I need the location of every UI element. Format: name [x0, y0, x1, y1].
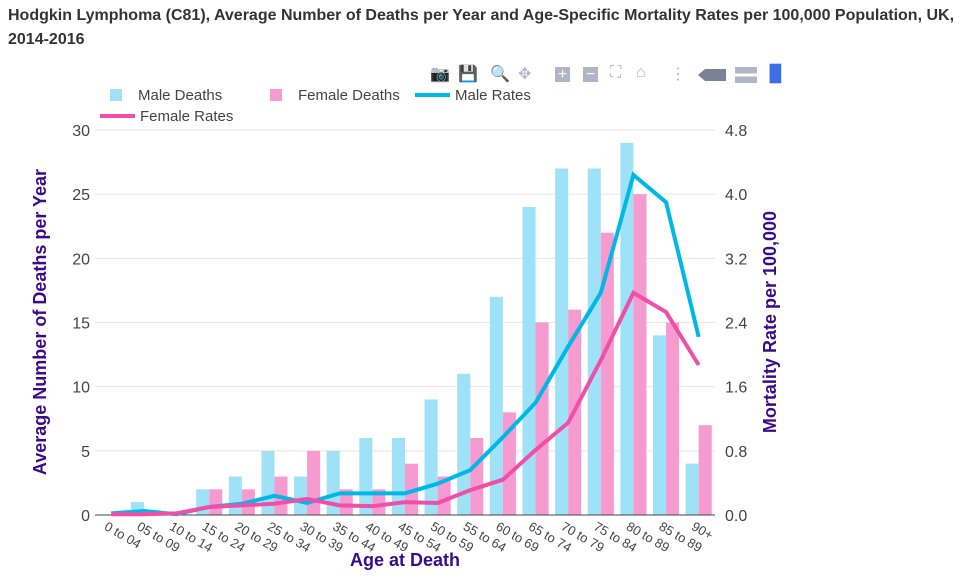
bar-male-deaths: [489, 296, 503, 515]
y-axis-title: Average Number of Deaths per Year: [30, 169, 50, 475]
bar-male-deaths: [620, 142, 634, 516]
modebar: 📷 💾 🔍 ✥ + − ⛶ ⌂ ⋮ ▉: [430, 64, 800, 88]
bar-male-deaths: [391, 438, 405, 515]
plotly-logo-icon[interactable]: ▉: [770, 66, 783, 83]
bar-female-deaths: [209, 489, 223, 515]
y-tick-label: 30: [72, 123, 90, 140]
save-icon[interactable]: 💾: [458, 66, 478, 83]
zoom-out-icon[interactable]: −: [583, 67, 598, 83]
zoom-in-icon[interactable]: +: [555, 67, 570, 83]
y2-tick-label: 4.0: [725, 187, 747, 204]
bar-female-deaths: [600, 232, 614, 515]
hover-compare-icon[interactable]: [735, 67, 757, 83]
legend-female-rates-label: Female Rates: [140, 108, 233, 125]
y-tick-label: 25: [72, 187, 90, 204]
y2-tick-label: 2.4: [725, 316, 747, 333]
bar-male-deaths: [457, 373, 471, 515]
y2-tick-label: 0.8: [725, 444, 747, 461]
x-tick-label: 0 to 04: [102, 519, 144, 552]
bar-male-deaths: [294, 476, 308, 515]
y2-tick-label: 4.8: [725, 123, 747, 140]
legend-male-deaths-label: Male Deaths: [138, 87, 222, 104]
bar-male-deaths: [685, 463, 699, 515]
legend-female-deaths-label: Female Deaths: [298, 87, 400, 104]
y-tick-label: 15: [72, 316, 90, 333]
bar-male-deaths: [587, 168, 601, 515]
y-tick-label: 20: [72, 251, 90, 268]
bar-female-deaths: [339, 489, 353, 515]
y-tick-label: 0: [81, 508, 90, 525]
bar-male-deaths: [555, 168, 569, 515]
y2-tick-label: 0.0: [725, 508, 747, 525]
bar-female-deaths: [633, 194, 647, 515]
autoscale-icon[interactable]: ⛶: [610, 64, 622, 81]
bar-female-deaths: [307, 450, 321, 515]
bar-female-deaths: [437, 476, 451, 515]
y-tick-label: 5: [81, 444, 90, 461]
bar-female-deaths: [535, 322, 549, 515]
x-axis-title: Age at Death: [350, 550, 460, 570]
y2-axis-title: Mortality Rate per 100,000: [760, 211, 780, 433]
hover-closest-icon[interactable]: [698, 69, 726, 81]
legend-male-deaths-swatch: [110, 89, 122, 101]
bar-male-deaths: [359, 438, 373, 515]
y2-tick-label: 1.6: [725, 380, 747, 397]
bar-female-deaths: [470, 438, 484, 515]
spike-lines-icon[interactable]: ⋮: [670, 66, 686, 83]
legend-male-rates-label: Male Rates: [455, 87, 531, 104]
pan-icon[interactable]: ✥: [518, 66, 532, 83]
legend-female-deaths-swatch: [270, 89, 282, 101]
bar-female-deaths: [372, 489, 386, 515]
bar-male-deaths: [424, 399, 438, 515]
bar-male-deaths: [228, 476, 242, 515]
zoom-icon[interactable]: 🔍: [490, 66, 510, 83]
bar-female-deaths: [698, 425, 712, 515]
chart-title: Hodgkin Lymphoma (C81), Average Number o…: [8, 7, 955, 48]
y-tick-label: 10: [72, 380, 90, 397]
bar-female-deaths: [666, 322, 680, 515]
bar-male-deaths: [522, 207, 536, 515]
home-icon[interactable]: ⌂: [636, 64, 646, 81]
y2-tick-label: 3.2: [725, 251, 747, 268]
bar-male-deaths: [326, 450, 340, 515]
camera-icon[interactable]: 📷: [430, 66, 450, 83]
bar-male-deaths: [653, 335, 667, 515]
line-female-rates: [111, 289, 701, 517]
bar-female-deaths: [502, 412, 516, 515]
